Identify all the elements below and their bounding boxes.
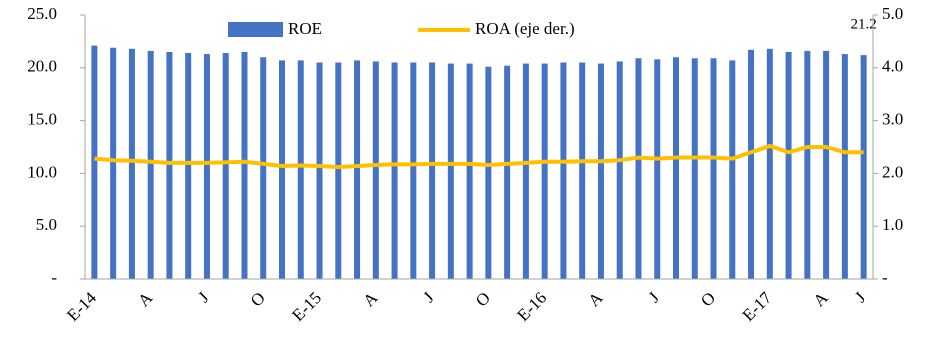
x-tick-label: J	[194, 288, 212, 306]
bar	[597, 63, 604, 279]
bar	[635, 58, 642, 279]
x-tick-label: J	[420, 288, 438, 306]
bar	[541, 63, 548, 279]
x-tick-label: O	[697, 288, 719, 310]
y2-tick-label: 4.0	[882, 57, 903, 76]
bar	[560, 62, 567, 279]
bar	[91, 45, 98, 280]
x-tick-label: O	[247, 288, 269, 310]
bar	[110, 47, 117, 280]
y2-tick-label: 3.0	[882, 110, 903, 129]
bar	[372, 61, 379, 279]
bar	[297, 60, 304, 279]
y2-tick-label: 1.0	[882, 215, 903, 234]
bar	[673, 57, 679, 279]
x-tick-label: A	[584, 288, 607, 311]
legend-label: ROE	[288, 19, 322, 38]
y-tick-label: 5.0	[36, 215, 57, 234]
bar	[522, 63, 529, 279]
bar	[410, 62, 417, 279]
bar	[766, 48, 773, 280]
bar	[654, 59, 661, 279]
bar	[860, 55, 867, 280]
bar	[241, 51, 248, 280]
bar	[804, 50, 811, 280]
y-tick-label: 15.0	[27, 110, 57, 129]
legend-swatch	[228, 22, 283, 37]
x-tick-label: J	[851, 288, 869, 306]
y-tick-label: -	[51, 268, 57, 287]
y-tick-label: 10.0	[27, 162, 57, 181]
bar	[748, 49, 755, 280]
x-tick-label: A	[359, 288, 382, 311]
x-tick-label: E-15	[288, 288, 325, 325]
x-tick-label: A	[134, 288, 157, 311]
legend-label: ROA (eje der.)	[475, 19, 575, 38]
bar	[579, 62, 586, 279]
x-tick-label: E-16	[513, 288, 550, 325]
bar	[466, 63, 473, 279]
bar	[335, 62, 342, 279]
bar	[841, 54, 848, 280]
bar	[128, 48, 135, 280]
bar	[185, 53, 192, 280]
bar	[447, 63, 454, 279]
bar	[391, 62, 398, 279]
bar	[429, 62, 436, 279]
x-tick-label: O	[472, 288, 494, 310]
y2-tick-label: 5.0	[882, 4, 903, 23]
bar	[710, 58, 717, 279]
x-tick-label: A	[810, 288, 833, 311]
bar	[485, 66, 492, 279]
bar	[823, 50, 830, 280]
y-tick-label: 25.0	[27, 4, 57, 23]
x-tick-label: J	[645, 288, 663, 306]
bar	[222, 53, 229, 280]
data-label: 21.2	[850, 17, 876, 33]
bar	[785, 51, 792, 280]
y2-tick-label: -	[882, 268, 888, 287]
y-tick-label: 20.0	[27, 57, 57, 76]
bar	[504, 65, 511, 279]
bar	[279, 60, 285, 279]
line	[94, 143, 864, 170]
bar	[354, 60, 361, 279]
bar	[691, 58, 698, 279]
bar	[729, 60, 736, 279]
y2-tick-label: 2.0	[882, 162, 903, 181]
bar	[203, 54, 210, 280]
bar	[316, 62, 323, 279]
bar	[616, 61, 623, 279]
x-tick-label: E-14	[63, 288, 100, 325]
x-tick-label: E-17	[739, 288, 776, 325]
bar	[147, 50, 154, 280]
bar	[166, 51, 173, 280]
bar	[260, 57, 267, 279]
